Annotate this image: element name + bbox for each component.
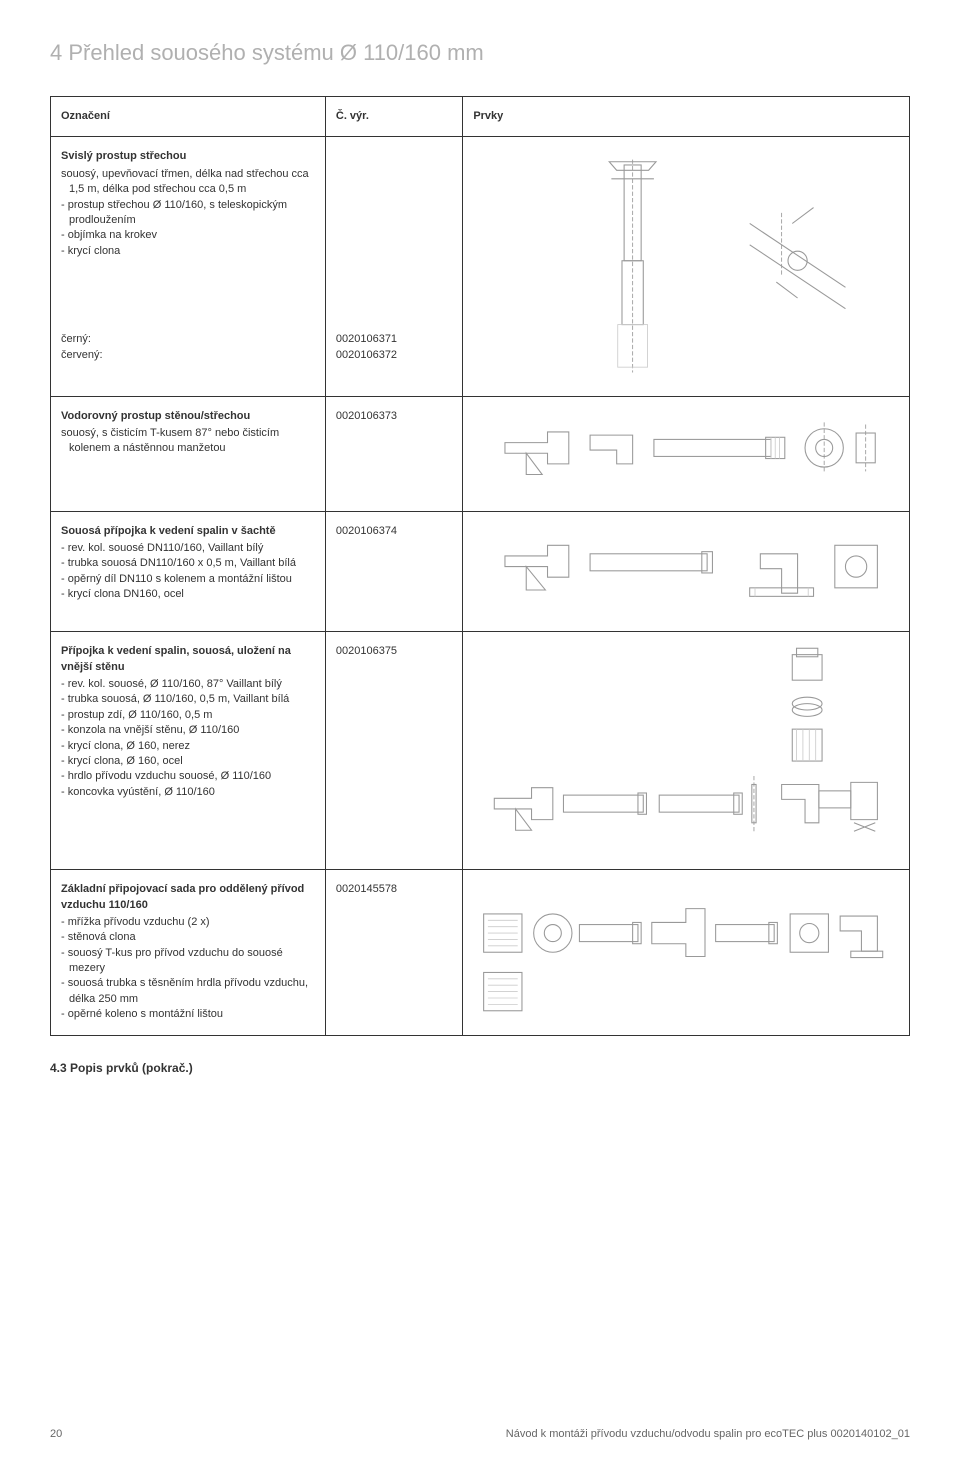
desc-line: - koncovka vyústění, Ø 110/160: [61, 785, 315, 800]
desc-line: - trubka souosá, Ø 110/160, 0,5 m, Vaill…: [61, 692, 315, 707]
desc-line: souosý, s čisticím T-kusem 87° nebo čist…: [61, 426, 315, 457]
item-code: 0020145578: [325, 870, 462, 1036]
desc-line: - krycí clona DN160, ocel: [61, 587, 315, 602]
variant-label: černý:: [61, 332, 315, 347]
desc-line: - trubka souosá DN110/160 x 0,5 m, Vaill…: [61, 556, 315, 571]
variant-code: 0020106372: [336, 348, 452, 363]
table-row: Svislý prostup střechou souosý, upevňova…: [51, 137, 910, 321]
item-title: Základní připojovací sada pro oddělený p…: [61, 882, 315, 913]
variant-code: 0020106371: [336, 332, 452, 347]
diagram-separate-air: [473, 882, 899, 1020]
item-code: 0020106374: [325, 511, 462, 632]
th-parts: Prvky: [463, 97, 910, 137]
desc-line: - krycí clona, Ø 160, nerez: [61, 739, 315, 754]
desc-line: - stěnová clona: [61, 930, 315, 945]
desc-line: - souosý T-kus pro přívod vzduchu do sou…: [61, 946, 315, 977]
desc-line: - opěrné koleno s montážní lištou: [61, 1007, 315, 1022]
desc-line: - hrdlo přívodu vzduchu souosé, Ø 110/16…: [61, 769, 315, 784]
desc-line: - souosá trubka s těsněním hrdla přívodu…: [61, 976, 315, 1007]
item-code: 0020106375: [325, 632, 462, 870]
item-title: Souosá přípojka k vedení spalin v šachtě: [61, 524, 315, 539]
diagram-external-wall: [473, 644, 899, 857]
section-title: Přehled souosého systému Ø 110/160 mm: [68, 40, 483, 65]
item-title: Vodorovný prostup stěnou/střechou: [61, 409, 315, 424]
item-title: Přípojka k vedení spalin, souosá, uložen…: [61, 644, 315, 675]
table-row: Vodorovný prostup stěnou/střechou souosý…: [51, 396, 910, 511]
diagram-horizontal-wall: [473, 409, 899, 499]
desc-line: - krycí clona, Ø 160, ocel: [61, 754, 315, 769]
parts-table: Označení Č. výr. Prvky Svislý prostup st…: [50, 96, 910, 1036]
desc-line: souosý, upevňovací třmen, délka nad stře…: [61, 167, 315, 198]
diagram-vertical-roof: [473, 149, 899, 383]
desc-line: - prostup zdí, Ø 110/160, 0,5 m: [61, 708, 315, 723]
desc-line: - krycí clona: [61, 244, 315, 259]
desc-line: - rev. kol. souosé, Ø 110/160, 87° Vaill…: [61, 677, 315, 692]
page-footer: 20 Návod k montáži přívodu vzduchu/odvod…: [50, 1428, 910, 1440]
diagram-shaft-connector: [473, 524, 899, 620]
desc-line: - objímka na krokev: [61, 228, 315, 243]
table-row: Přípojka k vedení spalin, souosá, uložen…: [51, 632, 910, 870]
th-code: Č. výr.: [325, 97, 462, 137]
page-header: 4 Přehled souosého systému Ø 110/160 mm: [50, 40, 910, 66]
desc-line: - opěrný díl DN110 s kolenem a montážní …: [61, 572, 315, 587]
page-number: 20: [50, 1428, 62, 1440]
section-number: 4: [50, 40, 62, 65]
th-designation: Označení: [51, 97, 326, 137]
table-row: Základní připojovací sada pro oddělený p…: [51, 870, 910, 1036]
item-code: 0020106373: [325, 396, 462, 511]
desc-line: - prostup střechou Ø 110/160, s teleskop…: [61, 198, 315, 229]
desc-line: - konzola na vnější stěnu, Ø 110/160: [61, 723, 315, 738]
continuation-heading: 4.3 Popis prvků (pokrač.): [50, 1061, 910, 1075]
footer-doc: Návod k montáži přívodu vzduchu/odvodu s…: [506, 1428, 910, 1440]
item-title: Svislý prostup střechou: [61, 149, 315, 164]
desc-line: - mřížka přívodu vzduchu (2 x): [61, 915, 315, 930]
variant-label: červený:: [61, 348, 315, 363]
table-row: Souosá přípojka k vedení spalin v šachtě…: [51, 511, 910, 632]
desc-line: - rev. kol. souosé DN110/160, Vaillant b…: [61, 541, 315, 556]
